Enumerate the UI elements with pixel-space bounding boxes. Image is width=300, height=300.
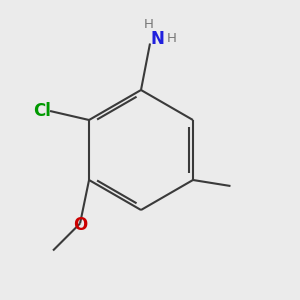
Text: H: H: [167, 32, 177, 46]
Text: O: O: [73, 216, 87, 234]
Text: N: N: [151, 30, 164, 48]
Text: Cl: Cl: [34, 102, 52, 120]
Text: H: H: [144, 18, 153, 31]
